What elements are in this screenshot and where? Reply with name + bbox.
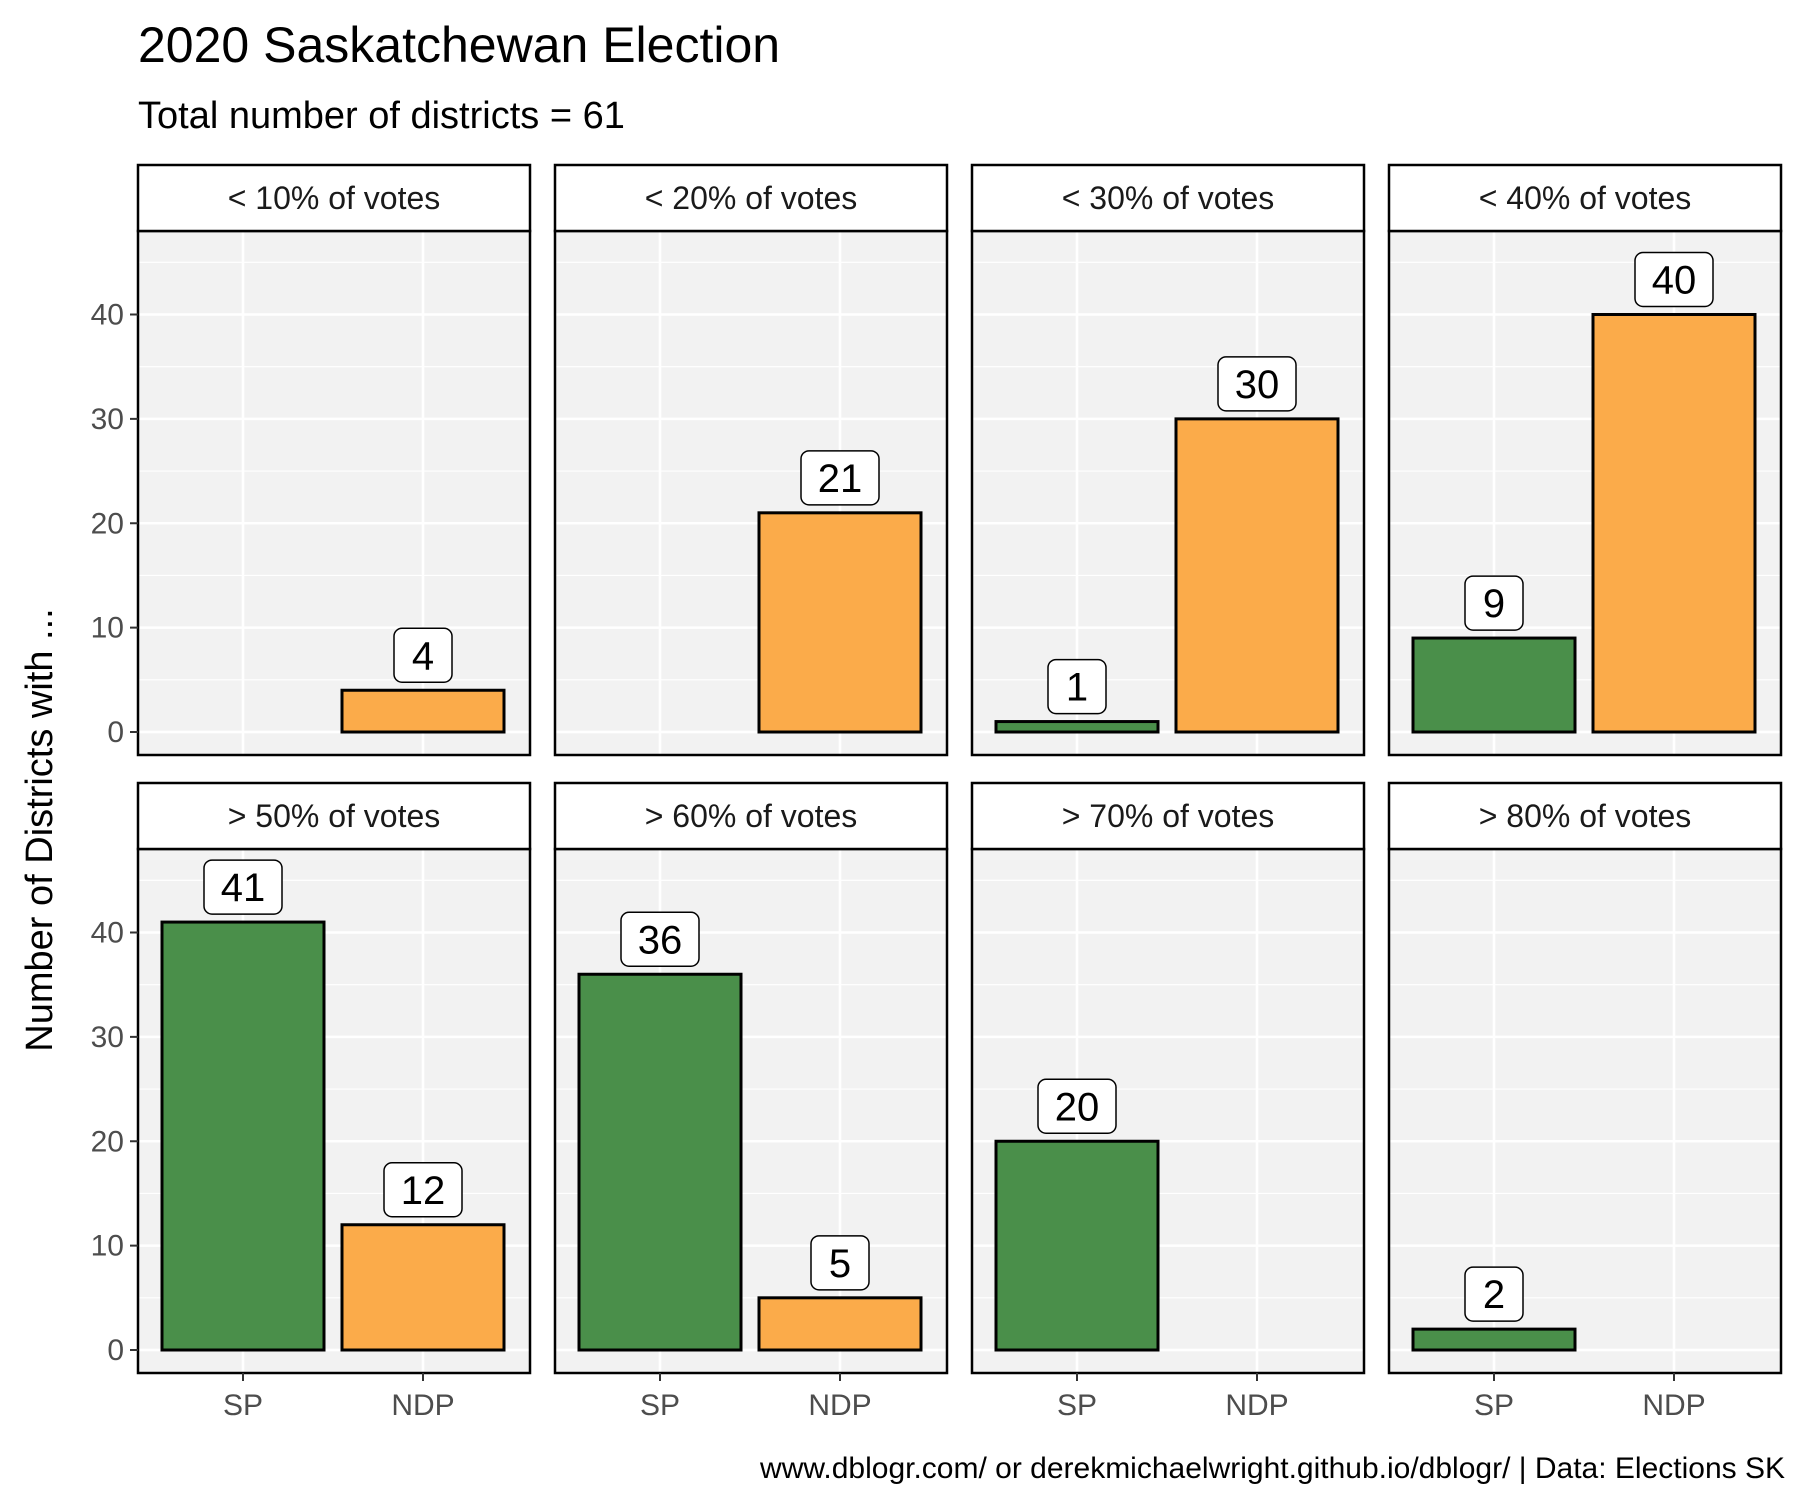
- chart-subtitle: Total number of districts = 61: [138, 95, 625, 137]
- facet-strip: [553, 781, 949, 851]
- data-label-box: [800, 450, 880, 506]
- bar-sp: [1411, 1327, 1577, 1352]
- bar-ndp: [1591, 313, 1757, 734]
- data-label: 40: [1652, 259, 1697, 303]
- y-axis-label: Number of Districts with ...: [19, 608, 61, 1051]
- facet-strip-label: < 30% of votes: [1062, 180, 1275, 216]
- y-tick-label: 30: [91, 403, 124, 436]
- y-tick-label: 30: [91, 1021, 124, 1054]
- data-label-box: [1217, 356, 1297, 412]
- x-tick-label: SP: [223, 1389, 263, 1422]
- y-tick-label: 10: [91, 612, 124, 645]
- y-tick-label: 0: [107, 1334, 124, 1367]
- data-label: 12: [401, 1169, 446, 1213]
- facet-panel: 41 12 > 50% of votes 0 10 20 30 40 SP NDP: [91, 781, 532, 1422]
- data-label: 5: [829, 1242, 851, 1286]
- facet-strip-label: > 50% of votes: [228, 798, 441, 834]
- data-label: 9: [1483, 582, 1505, 626]
- facet-panel: 36 5 > 60% of votes SP NDP: [553, 781, 949, 1422]
- panel-background: [138, 231, 530, 755]
- facet-strip-label: < 10% of votes: [228, 180, 441, 216]
- bar-ndp: [757, 1296, 923, 1352]
- facet-strip: [970, 163, 1366, 233]
- y-tick-label: 20: [91, 507, 124, 540]
- x-tick-label: SP: [1474, 1389, 1514, 1422]
- y-tick-label: 40: [91, 299, 124, 332]
- data-label: 1: [1066, 666, 1088, 710]
- facet-strip: [1387, 781, 1783, 851]
- data-label-box: [1047, 658, 1107, 715]
- facet-panel: 1 30 < 30% of votes: [970, 163, 1366, 757]
- bar-ndp: [1174, 417, 1340, 734]
- data-label: 30: [1235, 363, 1280, 407]
- y-tick-label: 0: [107, 716, 124, 749]
- chart-title: 2020 Saskatchewan Election: [138, 17, 780, 73]
- bar-sp: [577, 972, 743, 1352]
- y-tick-label: 40: [91, 917, 124, 950]
- facet-strip: [970, 781, 1366, 851]
- y-tick-label: 10: [91, 1230, 124, 1263]
- facet-strip-label: > 70% of votes: [1062, 798, 1275, 834]
- facet-strip-label: < 40% of votes: [1479, 180, 1692, 216]
- x-tick-label: SP: [640, 1389, 680, 1422]
- data-label: 41: [221, 866, 266, 910]
- x-tick-label: NDP: [1225, 1389, 1288, 1422]
- data-label-box: [1464, 575, 1524, 631]
- data-label: 36: [638, 918, 683, 962]
- chart-caption: www.dblogr.com/ or derekmichaelwright.gi…: [759, 1452, 1785, 1485]
- data-label: 20: [1055, 1085, 1100, 1129]
- bar-sp: [994, 720, 1160, 734]
- facet-strip: [1387, 163, 1783, 233]
- x-tick-label: NDP: [808, 1389, 871, 1422]
- data-label-box: [393, 627, 453, 683]
- bar-ndp: [340, 688, 506, 734]
- facet-panel: 21 < 20% of votes: [553, 163, 949, 757]
- x-tick-label: NDP: [391, 1389, 454, 1422]
- facet-strip: [136, 781, 532, 851]
- facet-panel: 9 40 < 40% of votes: [1387, 163, 1783, 757]
- data-label-box: [1464, 1266, 1524, 1322]
- data-label-box: [810, 1235, 870, 1291]
- facet-panel: 20 > 70% of votes SP NDP: [970, 781, 1366, 1422]
- data-label: 4: [412, 634, 434, 678]
- facet-strip-label: > 80% of votes: [1479, 798, 1692, 834]
- bar-sp: [994, 1139, 1160, 1352]
- bar-sp: [160, 920, 326, 1352]
- data-label-box: [620, 911, 700, 967]
- facet-strip: [553, 163, 949, 233]
- y-tick-label: 20: [91, 1125, 124, 1158]
- x-tick-label: NDP: [1642, 1389, 1705, 1422]
- x-tick-label: SP: [1057, 1389, 1097, 1422]
- data-label-box: [1634, 251, 1714, 308]
- facet-strip: [136, 163, 532, 233]
- bar-sp: [1411, 636, 1577, 734]
- facet-strip-label: > 60% of votes: [645, 798, 858, 834]
- facet-strip-label: < 20% of votes: [645, 180, 858, 216]
- bar-ndp: [757, 511, 923, 734]
- data-label-box: [1037, 1078, 1117, 1134]
- facet-panel: 4 < 10% of votes 0 10 20 30 40: [91, 163, 532, 757]
- data-label: 2: [1483, 1273, 1505, 1317]
- data-label-box: [383, 1162, 463, 1218]
- panel-background: [1389, 849, 1781, 1373]
- bar-ndp: [340, 1223, 506, 1352]
- data-label: 21: [818, 457, 863, 501]
- facet-panel: 2 > 80% of votes SP NDP: [1387, 781, 1783, 1422]
- data-label-box: [203, 859, 283, 915]
